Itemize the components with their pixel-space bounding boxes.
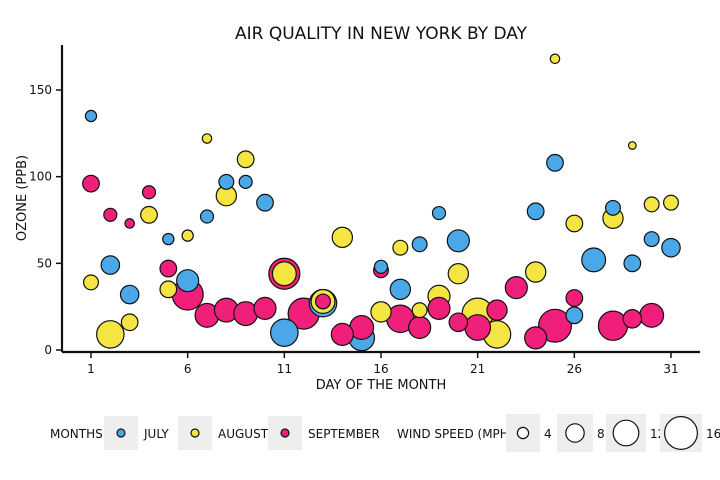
data-point-august [271,261,297,287]
data-point-july [218,173,235,190]
y-tick-label: 0 [44,343,52,357]
data-points [82,53,681,352]
data-point-july [389,278,412,301]
data-point-september [330,322,354,346]
legend-month-label: JULY [143,427,169,441]
x-axis-ticks: 1 6 11 16 21 26 31 [87,352,679,376]
data-point-august [96,320,125,349]
data-point-august [524,261,547,283]
data-point-july [623,254,642,273]
data-point-august [140,205,158,224]
y-tick-label: 50 [37,256,52,270]
legend-size-circle [565,423,585,443]
data-point-july [199,209,215,224]
data-point-july [162,232,175,246]
data-point-july [431,205,447,221]
x-tick-label: 31 [663,362,678,376]
data-point-july [84,109,98,123]
data-point-august [565,214,584,233]
chart-title: AIR QUALITY IN NEW YORK BY DAY [235,24,528,44]
legend-size-circle [516,426,530,440]
data-point-september [408,315,432,340]
data-point-september [524,326,548,350]
data-point-september [504,276,528,300]
x-tick-label: 1 [87,362,95,376]
data-point-september [141,185,157,200]
data-point-july [604,199,621,216]
data-point-september [565,289,584,307]
data-point-july [256,193,274,212]
data-point-july [643,231,660,248]
legend-month-label: SEPTEMBER [308,427,380,441]
legend-size-circle [663,416,698,451]
legend-size-circle [612,419,640,447]
data-point-september [124,218,135,229]
x-tick-label: 21 [470,362,485,376]
data-point-august [447,263,470,285]
data-point-july [373,259,389,274]
legend-months-title: MONTHS [50,427,103,441]
y-axis-label: OZONE (PPB) [15,155,30,241]
data-point-september [486,299,508,321]
data-point-july [581,247,607,273]
data-point-august [120,313,139,332]
data-point-august [159,280,178,299]
data-point-september [639,302,665,328]
x-tick-label: 6 [184,362,192,376]
data-point-august [201,133,213,144]
data-point-august [411,302,428,319]
data-point-july [176,269,200,293]
legend-key-dot [116,428,126,438]
data-point-july [526,202,545,221]
data-point-september [103,207,118,222]
legend-key-dot [190,428,200,438]
legend: MONTHS JULY AUGUST SEPTEMBER WIND SPEED (MPH… [50,414,720,452]
data-point-july [411,236,428,253]
data-point-august [392,239,409,256]
data-point-september [82,174,100,193]
x-axis-label: DAY OF THE MONTH [316,378,447,393]
data-point-july [270,318,299,347]
data-point-july [446,229,470,253]
data-point-july [238,174,253,189]
legend-size-label: 4 [544,427,552,441]
legend-wind-title: WIND SPEED (MPH) [397,427,513,441]
data-point-september [622,308,643,329]
data-point-august [82,274,99,291]
legend-key-dot [280,428,290,438]
data-point-august [627,141,637,150]
data-point-july [100,255,121,275]
data-point-august [662,194,679,211]
data-point-august [643,196,660,213]
data-point-september [427,296,451,320]
data-point-july [546,153,564,172]
legend-size-label: 16 [706,427,720,441]
x-tick-label: 11 [277,362,292,376]
legend-month-label: AUGUST [218,427,269,441]
data-point-august [370,301,392,323]
data-point-august [181,229,194,242]
y-axis-ticks: 0 50 100 150 [29,83,62,357]
x-tick-label: 16 [373,362,388,376]
data-point-august [331,226,354,249]
data-point-july [661,237,681,258]
y-tick-label: 150 [29,83,52,97]
data-point-september [315,293,332,310]
data-point-september [159,259,178,278]
y-tick-label: 100 [29,170,52,184]
data-point-july [565,306,584,325]
data-point-september [537,308,572,343]
data-point-september [464,314,492,341]
x-tick-label: 26 [567,362,582,376]
data-point-august [236,150,255,169]
data-point-july [119,284,140,305]
legend-size-label: 8 [597,427,605,441]
data-point-september [448,312,469,333]
data-point-september [253,296,277,320]
data-point-august [549,53,561,65]
